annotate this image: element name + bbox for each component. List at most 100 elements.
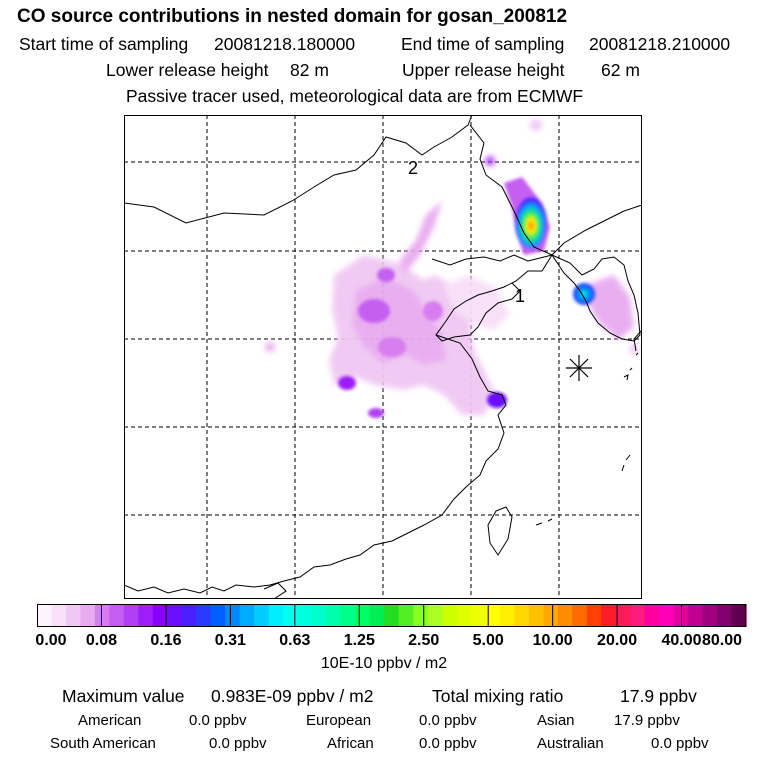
colorbar-segment bbox=[80, 604, 96, 627]
colorbar-tick-label: 0.08 bbox=[85, 632, 118, 649]
region-name-asian: Asian bbox=[537, 712, 575, 729]
colorbar-segment bbox=[717, 604, 733, 627]
plume-east bbox=[444, 275, 510, 330]
colorbar-segment bbox=[326, 604, 342, 627]
coast-bohai bbox=[431, 254, 554, 342]
colorbar-segment bbox=[282, 604, 299, 627]
coast-japan bbox=[633, 329, 642, 352]
colorbar-dividers bbox=[100, 604, 683, 627]
colorbar-segment bbox=[355, 604, 371, 627]
colorbar-segment bbox=[557, 604, 573, 627]
colorbar-segment bbox=[311, 604, 327, 627]
region-name-australian: Australian bbox=[537, 735, 604, 752]
colorbar-segment bbox=[138, 604, 154, 627]
tracer-note: Passive tracer used, meteorological data… bbox=[126, 86, 584, 106]
colorbar-segment bbox=[152, 604, 168, 627]
colorbar-segment bbox=[601, 604, 617, 627]
map-panel: 2 1 bbox=[124, 115, 642, 599]
colorbar-segment bbox=[254, 604, 270, 627]
colorbar-segment bbox=[659, 604, 675, 627]
colorbar-tick-label: 80.00 bbox=[701, 632, 743, 649]
colorbar-segment bbox=[644, 604, 660, 627]
plume-korea bbox=[586, 275, 634, 340]
receptor-label-2: 2 bbox=[408, 158, 418, 178]
end-time-value: 20081218.210000 bbox=[589, 34, 731, 54]
colorbar-segment bbox=[181, 604, 197, 627]
colorbar-segment bbox=[586, 604, 602, 627]
upper-release-label: Upper release height bbox=[402, 60, 565, 80]
grid-lines bbox=[124, 115, 642, 599]
colorbar-segment bbox=[442, 604, 458, 627]
colorbar-segment bbox=[340, 604, 356, 627]
colorbar-segment bbox=[688, 604, 704, 627]
colorbar-segment bbox=[109, 604, 125, 627]
end-time-label: End time of sampling bbox=[401, 34, 565, 54]
colorbar-tick-label: 2.50 bbox=[408, 632, 440, 649]
max-value-label: Maximum value bbox=[62, 686, 185, 706]
colorbar-segments bbox=[37, 604, 747, 627]
colorbar-segment bbox=[702, 604, 718, 627]
colorbar-segment bbox=[543, 604, 559, 627]
lower-release-value: 82 m bbox=[290, 60, 329, 80]
plot-title: CO source contributions in nested domain… bbox=[17, 6, 568, 27]
colorbar-tick-label: 40.00 bbox=[661, 632, 702, 649]
lower-release-label: Lower release height bbox=[106, 60, 269, 80]
region-value-australian: 0.0 ppbv bbox=[651, 735, 709, 752]
region-name-south-american: South American bbox=[50, 735, 156, 752]
colorbar-segment bbox=[384, 604, 400, 627]
colorbar-segment bbox=[239, 604, 255, 627]
colorbar-segment bbox=[630, 604, 646, 627]
upper-release-value: 62 m bbox=[601, 60, 640, 80]
region-value-african: 0.0 ppbv bbox=[419, 735, 477, 752]
colorbar-segment bbox=[572, 604, 588, 627]
border-mongolia bbox=[124, 115, 473, 224]
colorbar-segment bbox=[398, 604, 414, 627]
colorbar-tick-label: 0.00 bbox=[35, 632, 67, 649]
start-time-label: Start time of sampling bbox=[19, 34, 189, 54]
border-northeast bbox=[469, 124, 642, 256]
colorbar-segment bbox=[123, 604, 139, 627]
colorbar-tick-label: 0.63 bbox=[279, 632, 311, 649]
islands-ryukyu bbox=[535, 352, 639, 526]
colorbar-tick-label: 0.16 bbox=[150, 632, 182, 649]
colorbar-segment bbox=[731, 604, 747, 627]
colorbar-segment bbox=[297, 604, 313, 627]
colorbar-segment bbox=[471, 604, 487, 627]
colorbar-tick-label: 5.00 bbox=[472, 632, 504, 649]
region-name-european: European bbox=[306, 712, 372, 729]
region-value-asian: 17.9 ppbv bbox=[614, 712, 680, 729]
colorbar-segment bbox=[268, 604, 284, 627]
colorbar-tick-label: 0.31 bbox=[214, 632, 246, 649]
colorbar bbox=[37, 604, 747, 627]
colorbar-segment bbox=[37, 604, 53, 627]
region-name-african: African bbox=[327, 735, 374, 752]
colorbar-tick-label: 1.25 bbox=[343, 632, 375, 649]
plume-mid bbox=[352, 277, 446, 365]
colorbar-segment bbox=[514, 604, 530, 627]
hotspot-northeast bbox=[515, 197, 547, 249]
colorbar-segment bbox=[500, 604, 516, 627]
region-value-american: 0.0 ppbv bbox=[189, 712, 247, 729]
coast-korea bbox=[550, 253, 641, 342]
concentration-plume bbox=[265, 119, 639, 418]
plume-north bbox=[400, 201, 442, 275]
colorbar-segment bbox=[167, 604, 183, 627]
colorbar-segment bbox=[196, 604, 212, 627]
colorbar-segment bbox=[456, 604, 472, 627]
colorbar-segment bbox=[94, 604, 110, 627]
start-time-value: 20081218.180000 bbox=[214, 34, 356, 54]
coastlines bbox=[124, 115, 642, 599]
colorbar-segment bbox=[413, 604, 429, 627]
colorbar-frame bbox=[37, 604, 746, 627]
receptor-label-1: 1 bbox=[515, 286, 525, 306]
colorbar-tick-label: 10.00 bbox=[532, 632, 573, 649]
colorbar-segment bbox=[528, 604, 545, 627]
colorbar-segment bbox=[369, 604, 385, 627]
colorbar-segment bbox=[210, 604, 226, 627]
map-frame bbox=[124, 115, 642, 599]
colorbar-units: 10E-10 ppbv / m2 bbox=[320, 655, 448, 672]
colorbar-segment bbox=[427, 604, 443, 627]
region-name-american: American bbox=[78, 712, 142, 729]
colorbar-segment bbox=[615, 604, 631, 627]
max-value: 0.983E-09 ppbv / m2 bbox=[211, 686, 374, 706]
